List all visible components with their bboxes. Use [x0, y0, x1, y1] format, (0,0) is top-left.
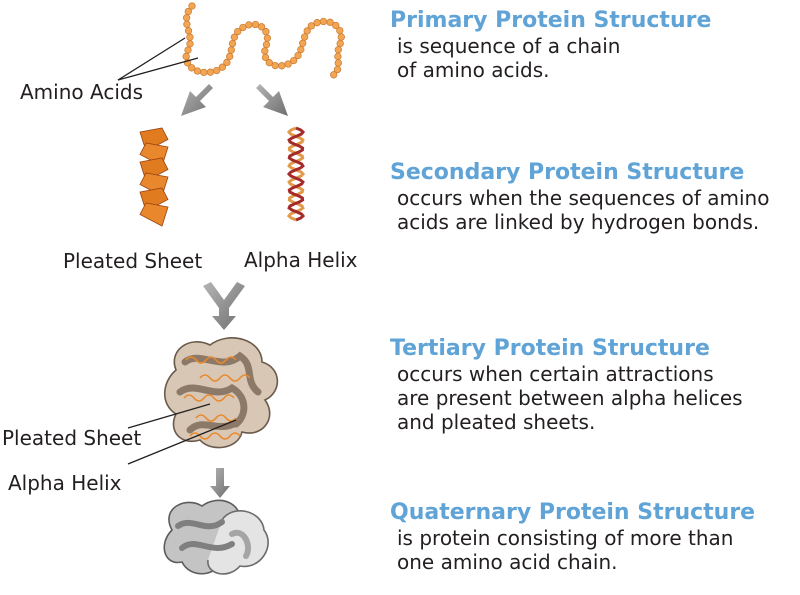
- amino-acid-bead: [334, 46, 342, 54]
- alpha-helix-label-bottom: Alpha Helix: [8, 471, 122, 495]
- tertiary-structure-desc-line-3: and pleated sheets.: [397, 410, 596, 434]
- amino-acid-bead: [330, 71, 338, 79]
- primary-structure-title: Primary Protein Structure: [390, 8, 712, 33]
- tertiary-structure-desc-line-1: occurs when certain attractions: [397, 362, 714, 386]
- amino-acid-bead: [223, 58, 231, 67]
- quaternary-structure-desc-line-2: one amino acid chain.: [397, 550, 618, 574]
- amino-acid-bead: [336, 39, 344, 48]
- alpha-helix-illustration: [286, 126, 306, 222]
- amino-acid-bead: [184, 27, 193, 35]
- tertiary-structure-desc-line-2: are present between alpha helices: [397, 386, 743, 410]
- quaternary-structure-illustration: [163, 499, 269, 575]
- alpha-helix-label-top: Alpha Helix: [244, 248, 358, 272]
- amino-acid-bead: [251, 20, 260, 29]
- amino-acid-bead: [239, 23, 247, 32]
- arrow-to-pleated-sheet: [181, 84, 213, 116]
- secondary-structure-desc-line-2: acids are linked by hydrogen bonds.: [397, 210, 760, 234]
- amino-acid-bead: [226, 52, 234, 61]
- amino-acid-bead: [263, 34, 272, 42]
- amino-acid-bead: [284, 60, 292, 68]
- amino-acid-bead: [193, 67, 202, 75]
- alpha-helix-strand-front: [286, 126, 306, 222]
- amino-acid-bead: [188, 2, 196, 10]
- amino-acid-bead: [299, 39, 307, 47]
- amino-acid-bead: [319, 17, 328, 26]
- secondary-structure-block: Secondary Protein Structure occurs when …: [390, 160, 769, 234]
- amino-acid-bead: [228, 39, 237, 48]
- pleated-sheet-label-bottom: Pleated Sheet: [2, 426, 142, 450]
- amino-acid-bead: [234, 27, 242, 36]
- tertiary-structure-block: Tertiary Protein Structure occurs when c…: [390, 336, 743, 434]
- arrow-to-alpha-helix: [256, 84, 288, 116]
- amino-acid-bead: [227, 46, 235, 54]
- amino-acid-bead: [245, 21, 253, 29]
- amino-acid-bead: [262, 28, 270, 36]
- amino-acid-bead: [271, 61, 279, 70]
- amino-acid-bead: [182, 52, 190, 61]
- amino-acid-bead: [184, 46, 192, 54]
- amino-acid-bead: [337, 33, 345, 41]
- amino-acid-bead: [336, 26, 344, 35]
- amino-acid-bead: [294, 51, 302, 60]
- amino-acid-bead: [183, 20, 191, 28]
- amino-acid-bead: [182, 14, 191, 22]
- pleated-sheet-illustration: [139, 127, 169, 227]
- arrow-to-tertiary: [203, 282, 245, 330]
- tertiary-structure-title: Tertiary Protein Structure: [390, 336, 710, 361]
- amino-acid-bead: [332, 21, 340, 30]
- amino-acid-bead: [257, 23, 266, 31]
- quaternary-structure-title: Quaternary Protein Structure: [390, 500, 756, 525]
- amino-acid-bead: [230, 33, 239, 41]
- amino-acid-bead: [213, 66, 221, 75]
- primary-structure-desc-line-2: of amino acids.: [397, 58, 550, 82]
- amino-acid-bead: [218, 63, 227, 71]
- amino-acid-bead: [186, 40, 194, 48]
- amino-acid-bead: [187, 64, 196, 72]
- amino-acid-bead: [303, 27, 311, 35]
- tertiary-pointer-lines: [127, 403, 237, 465]
- pleated-sheet-label-top: Pleated Sheet: [63, 249, 203, 273]
- primary-structure-block: Primary Protein Structure is sequence of…: [390, 8, 711, 82]
- secondary-structure-title: Secondary Protein Structure: [390, 160, 745, 185]
- amino-acid-bead: [278, 62, 286, 70]
- secondary-structure-desc-line-1: occurs when the sequences of amino: [397, 186, 770, 210]
- amino-acid-bead: [265, 59, 273, 67]
- amino-acid-bead: [326, 18, 334, 26]
- amino-acid-chain: [182, 2, 345, 79]
- alpha-helix-strand-back: [286, 126, 306, 222]
- amino-acid-bead: [261, 47, 269, 55]
- amino-acid-bead: [333, 65, 342, 74]
- primary-structure-desc-line-1: is sequence of a chain: [397, 34, 621, 58]
- amino-acids-pointer-lines: [117, 37, 199, 81]
- amino-acid-bead: [297, 45, 305, 54]
- amino-acid-bead: [300, 33, 309, 41]
- amino-acid-bead: [334, 59, 342, 67]
- amino-acid-bead: [307, 22, 315, 30]
- amino-acid-bead: [262, 40, 271, 49]
- amino-acid-bead: [186, 33, 194, 41]
- amino-acid-bead: [200, 68, 208, 77]
- amino-acid-bead: [334, 52, 342, 61]
- amino-acid-bead: [290, 56, 298, 65]
- amino-acid-bead: [261, 53, 270, 62]
- amino-acid-bead: [206, 68, 215, 76]
- amino-acid-bead: [313, 19, 321, 27]
- tertiary-structure-illustration: [163, 337, 279, 449]
- amino-acid-bead: [184, 7, 192, 16]
- quaternary-structure-desc-line-1: is protein consisting of more than: [397, 526, 734, 550]
- arrow-to-quaternary: [210, 468, 230, 498]
- quaternary-structure-block: Quaternary Protein Structure is protein …: [390, 500, 755, 574]
- amino-acids-label: Amino Acids: [20, 80, 143, 104]
- pleated-sheet-segment: [139, 202, 169, 227]
